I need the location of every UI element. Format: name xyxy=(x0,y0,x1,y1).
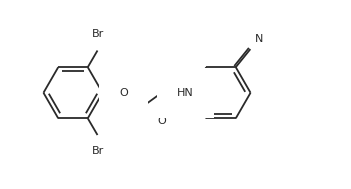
Text: HN: HN xyxy=(177,88,194,98)
Text: Br: Br xyxy=(91,29,104,39)
Text: N: N xyxy=(254,34,263,43)
Text: Br: Br xyxy=(91,146,104,156)
Text: O: O xyxy=(157,115,166,125)
Text: O: O xyxy=(119,88,128,98)
